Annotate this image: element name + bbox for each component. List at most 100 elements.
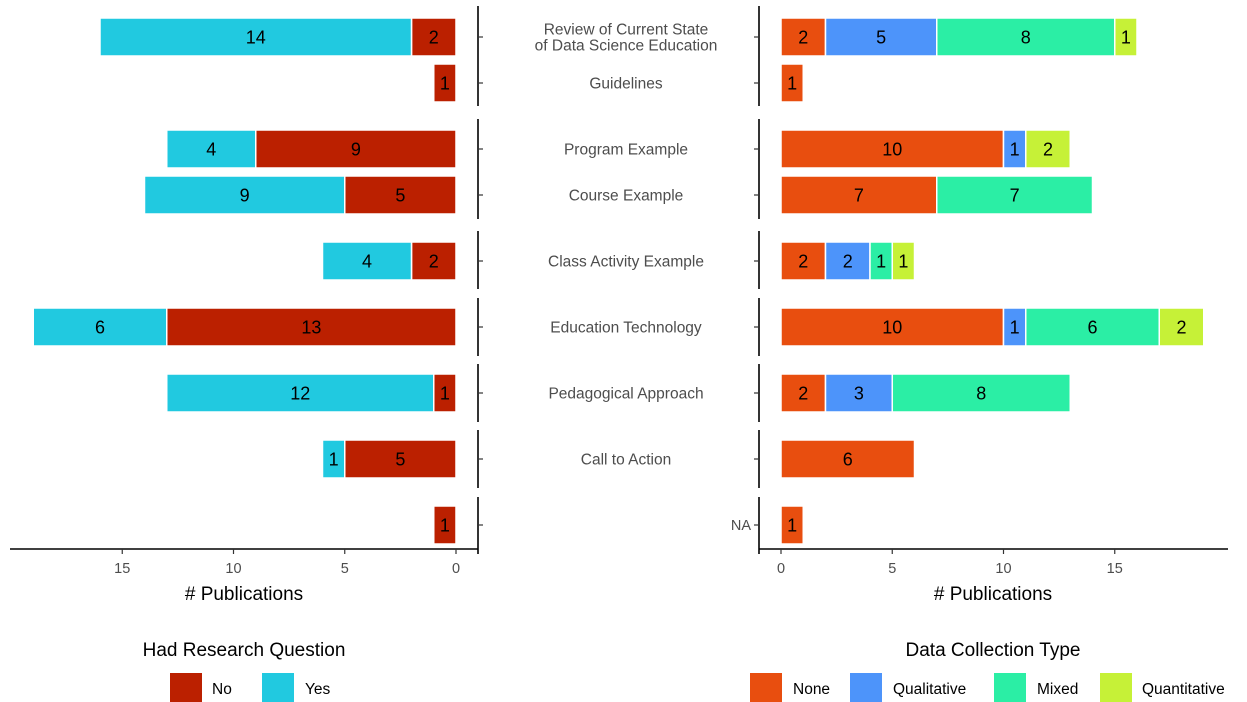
category-label-line-0-0: Review of Current State xyxy=(544,22,709,39)
bar-label-left-no-7: 5 xyxy=(395,450,405,470)
category-label-1: Guidelines xyxy=(589,76,662,93)
bar-label-left-no-3: 5 xyxy=(395,186,405,206)
bar-label-left-no-0: 2 xyxy=(429,28,439,48)
legend-label-quantitative: Quantitative xyxy=(1142,681,1225,698)
bar-label-right-qualitative-2: 1 xyxy=(1010,140,1020,160)
bar-label-right-mixed-5: 6 xyxy=(1087,318,1097,338)
bar-right-quantitative-2 xyxy=(1025,129,1071,169)
bar-label-right-mixed-6: 8 xyxy=(976,384,986,404)
bar-left-yes-7 xyxy=(321,439,346,479)
bar-label-right-quantitative-4: 1 xyxy=(898,252,908,272)
right-x-tick-label-0: 0 xyxy=(777,561,785,577)
legend-label-yes: Yes xyxy=(305,681,331,698)
right-axis-label-8: NA xyxy=(731,518,751,534)
left-x-axis-title: # Publications xyxy=(185,584,303,605)
bar-label-right-none-2: 10 xyxy=(882,140,902,160)
bar-right-quantitative-5 xyxy=(1158,307,1205,347)
left-x-tick-label-10: 10 xyxy=(225,561,241,577)
bar-right-none-4 xyxy=(780,241,827,281)
bar-left-no-2 xyxy=(255,129,457,169)
bar-label-right-none-7: 6 xyxy=(843,450,853,470)
right-x-axis-title: # Publications xyxy=(934,584,1052,605)
bar-label-left-yes-0: 14 xyxy=(246,28,266,48)
legend-title-research-question: Had Research Question xyxy=(143,640,346,661)
bar-label-right-mixed-3: 7 xyxy=(1010,186,1020,206)
legend-swatch-none xyxy=(750,673,782,702)
bar-left-yes-3 xyxy=(143,175,346,215)
bar-right-none-6 xyxy=(780,373,827,413)
bar-label-right-mixed-0: 8 xyxy=(1021,28,1031,48)
bar-right-mixed-0 xyxy=(936,17,1116,57)
category-label-6: Pedagogical Approach xyxy=(548,386,703,403)
bar-left-no-3 xyxy=(344,175,457,215)
bar-left-yes-2 xyxy=(166,129,257,169)
legend-swatch-qualitative xyxy=(850,673,882,702)
bar-right-qualitative-6 xyxy=(824,373,893,413)
category-label-0: Review of Current State of Data Science E… xyxy=(535,22,718,55)
bar-left-no-7 xyxy=(344,439,457,479)
bar-label-right-none-1: 1 xyxy=(787,74,797,94)
bar-right-mixed-3 xyxy=(936,175,1094,215)
bar-label-right-quantitative-2: 2 xyxy=(1043,140,1053,160)
left-x-tick-label-15: 15 xyxy=(114,561,130,577)
right-x-tick-label-15: 15 xyxy=(1107,561,1123,577)
legend-swatch-yes xyxy=(262,673,294,702)
bar-right-none-1 xyxy=(780,63,804,103)
legend-title-data-collection: Data Collection Type xyxy=(906,640,1081,661)
bar-right-qualitative-4 xyxy=(824,241,871,281)
bar-label-right-qualitative-4: 2 xyxy=(843,252,853,272)
bar-label-left-yes-7: 1 xyxy=(329,450,339,470)
bar-label-left-yes-2: 4 xyxy=(206,140,216,160)
bar-left-yes-0 xyxy=(99,17,413,57)
right-x-tick-label-10: 10 xyxy=(995,561,1011,577)
bar-label-right-none-0: 2 xyxy=(798,28,808,48)
bar-label-left-yes-5: 6 xyxy=(95,318,105,338)
bar-label-left-yes-6: 12 xyxy=(290,384,310,404)
category-label-3: Course Example xyxy=(569,188,684,205)
bar-right-none-7 xyxy=(780,439,916,479)
bar-label-left-yes-4: 4 xyxy=(362,252,372,272)
bar-label-left-no-5: 13 xyxy=(301,318,321,338)
category-label-4: Class Activity Example xyxy=(548,254,704,271)
bar-right-mixed-5 xyxy=(1025,307,1160,347)
legend-label-none: None xyxy=(793,681,830,698)
bar-label-left-yes-3: 9 xyxy=(240,186,250,206)
bar-label-right-mixed-4: 1 xyxy=(876,252,886,272)
bar-label-left-no-4: 2 xyxy=(429,252,439,272)
category-label-2: Program Example xyxy=(564,142,688,159)
bar-label-right-none-4: 2 xyxy=(798,252,808,272)
left-x-tick-label-5: 5 xyxy=(341,561,349,577)
bar-label-right-none-5: 10 xyxy=(882,318,902,338)
bar-label-right-quantitative-5: 2 xyxy=(1176,318,1186,338)
category-label-5: Education Technology xyxy=(550,320,702,337)
bar-label-right-none-8: 1 xyxy=(787,516,797,536)
bar-label-right-qualitative-5: 1 xyxy=(1010,318,1020,338)
bar-label-left-no-1: 1 xyxy=(440,74,450,94)
bar-right-quantitative-4 xyxy=(891,241,916,281)
bar-label-right-none-3: 7 xyxy=(854,186,864,206)
bar-left-no-1 xyxy=(433,63,457,103)
category-label-7: Call to Action xyxy=(581,452,671,469)
right-x-tick-label-5: 5 xyxy=(888,561,896,577)
bar-label-right-none-6: 2 xyxy=(798,384,808,404)
bar-label-right-qualitative-6: 3 xyxy=(854,384,864,404)
bar-left-yes-6 xyxy=(166,373,435,413)
legend-swatch-quantitative xyxy=(1100,673,1132,702)
bar-left-yes-4 xyxy=(321,241,413,281)
bar-left-yes-5 xyxy=(32,307,168,347)
bar-right-none-3 xyxy=(780,175,938,215)
legend-label-mixed: Mixed xyxy=(1037,681,1078,698)
bar-right-quantitative-0 xyxy=(1114,17,1138,57)
bar-right-mixed-6 xyxy=(891,373,1071,413)
legends: Had Research Question No Yes Data Collectio… xyxy=(143,640,1225,702)
bar-right-none-8 xyxy=(780,505,804,545)
bar-label-left-no-8: 1 xyxy=(440,516,450,536)
legend-swatch-mixed xyxy=(994,673,1026,702)
category-label-line-0-1: of Data Science Education xyxy=(535,38,718,55)
bar-label-left-no-2: 9 xyxy=(351,140,361,160)
bar-label-right-qualitative-0: 5 xyxy=(876,28,886,48)
left-panel: 2 14 1 9 4 5 9 2 4 13 6 1 12 5 1 1 15 10 5 0 # Publications xyxy=(10,6,483,605)
left-x-tick-label-0: 0 xyxy=(452,561,460,577)
